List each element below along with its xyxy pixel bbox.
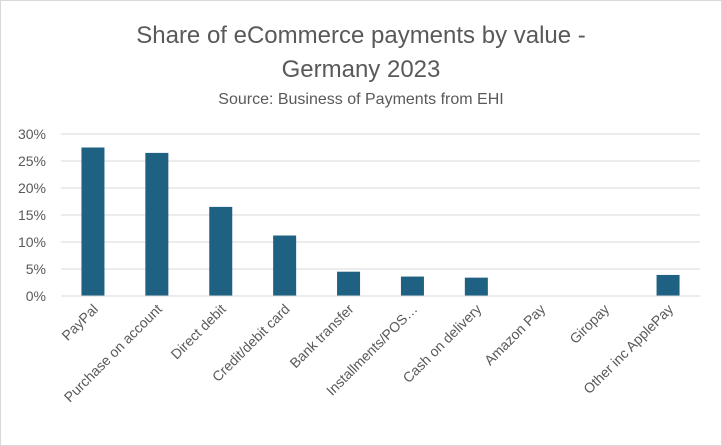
y-tick-label: 10% bbox=[18, 234, 46, 250]
bar bbox=[400, 276, 424, 296]
bar bbox=[337, 271, 361, 296]
y-tick-label: 0% bbox=[26, 288, 46, 304]
y-tick-label: 25% bbox=[18, 153, 46, 169]
chart-title-line-1: Share of eCommerce payments by value - bbox=[136, 22, 586, 49]
chart-subtitle: Source: Business of Payments from EHI bbox=[218, 91, 504, 108]
chart-title: Share of eCommerce payments by value - G… bbox=[1, 19, 721, 87]
bar bbox=[273, 235, 297, 296]
y-axis-tick-labels: 0% 5% 10% 15% 20% 25% 30% bbox=[18, 126, 46, 304]
bar bbox=[209, 206, 233, 296]
x-tick-label: Direct debit bbox=[167, 301, 228, 362]
x-tick-label: Giropay bbox=[566, 301, 612, 347]
y-tick-label: 20% bbox=[18, 180, 46, 196]
bars bbox=[81, 147, 680, 296]
y-tick-label: 30% bbox=[18, 126, 46, 142]
y-tick-label: 5% bbox=[26, 261, 46, 277]
bar bbox=[656, 274, 680, 296]
bar bbox=[464, 277, 488, 296]
bar bbox=[145, 152, 169, 296]
y-tick-label: 15% bbox=[18, 207, 46, 223]
x-tick-label: PayPal bbox=[58, 301, 101, 344]
chart-title-line-2: Germany 2023 bbox=[281, 56, 441, 83]
bar bbox=[81, 147, 105, 296]
x-tick-label: Amazon Pay bbox=[481, 301, 548, 368]
x-tick-label: Bank transfer bbox=[286, 301, 356, 371]
